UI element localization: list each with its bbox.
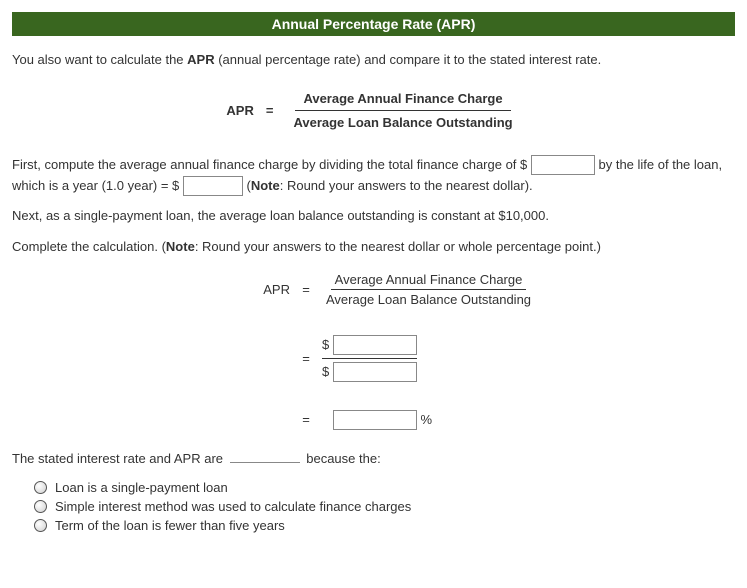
intro-paragraph: You also want to calculate the APR (annu… xyxy=(12,50,735,71)
option-2-label: Simple interest method was used to calcu… xyxy=(55,499,411,514)
conclusion-a: The stated interest rate and APR are xyxy=(12,451,227,466)
calc-eq-1: = xyxy=(296,282,316,297)
paragraph-2: First, compute the average annual financ… xyxy=(12,155,735,197)
conclusion-paragraph: The stated interest rate and APR are bec… xyxy=(12,448,735,470)
section-header: Annual Percentage Rate (APR) xyxy=(12,12,735,36)
total-finance-charge-input[interactable] xyxy=(531,155,595,175)
apr-formula: APR = Average Annual Finance Charge Aver… xyxy=(12,89,735,133)
p4-note: Note xyxy=(166,239,195,254)
option-2[interactable]: Simple interest method was used to calcu… xyxy=(34,499,735,514)
formula-denominator: Average Loan Balance Outstanding xyxy=(285,111,520,133)
intro-text-a: You also want to calculate the xyxy=(12,52,187,67)
paragraph-4: Complete the calculation. (Note: Round y… xyxy=(12,237,735,258)
p2-note: Note xyxy=(251,178,280,193)
calculation-block: APR = Average Annual Finance Charge Aver… xyxy=(248,272,735,430)
conclusion-b: because the: xyxy=(303,451,381,466)
denominator-input[interactable] xyxy=(333,362,417,382)
radio-icon xyxy=(34,500,47,513)
avg-annual-charge-input[interactable] xyxy=(183,176,243,196)
calc-eq-2: = xyxy=(296,351,316,366)
calc-num-text: Average Annual Finance Charge xyxy=(331,272,527,290)
calc-eq-3: = xyxy=(296,412,316,427)
option-3-label: Term of the loan is fewer than five year… xyxy=(55,518,285,533)
options-list: Loan is a single-payment loan Simple int… xyxy=(34,480,735,533)
calc-row-2: = $ $ xyxy=(248,335,735,382)
formula-eq: = xyxy=(266,103,274,118)
dollar-den: $ xyxy=(322,364,329,379)
calc-lhs: APR xyxy=(248,282,296,297)
calc-row-3: = $ % xyxy=(248,410,735,430)
calc-row-1: APR = Average Annual Finance Charge Aver… xyxy=(248,272,735,307)
p2-c: ( xyxy=(243,178,251,193)
formula-lhs: APR xyxy=(226,103,253,118)
formula-numerator: Average Annual Finance Charge xyxy=(295,89,510,112)
paragraph-3: Next, as a single-payment loan, the aver… xyxy=(12,206,735,227)
radio-icon xyxy=(34,481,47,494)
calc-den-text: Average Loan Balance Outstanding xyxy=(322,290,535,307)
option-1[interactable]: Loan is a single-payment loan xyxy=(34,480,735,495)
p2-d: : Round your answers to the nearest doll… xyxy=(280,178,533,193)
p4-b: : Round your answers to the nearest doll… xyxy=(195,239,601,254)
result-input[interactable] xyxy=(333,410,417,430)
p2-a: First, compute the average annual financ… xyxy=(12,157,531,172)
percent-sign: % xyxy=(420,412,432,427)
conclusion-blank[interactable] xyxy=(230,448,300,463)
dollar-num: $ xyxy=(322,337,329,352)
intro-text-b: (annual percentage rate) and compare it … xyxy=(215,52,602,67)
radio-icon xyxy=(34,519,47,532)
option-3[interactable]: Term of the loan is fewer than five year… xyxy=(34,518,735,533)
option-1-label: Loan is a single-payment loan xyxy=(55,480,228,495)
p4-a: Complete the calculation. ( xyxy=(12,239,166,254)
apr-bold: APR xyxy=(187,52,214,67)
numerator-input[interactable] xyxy=(333,335,417,355)
